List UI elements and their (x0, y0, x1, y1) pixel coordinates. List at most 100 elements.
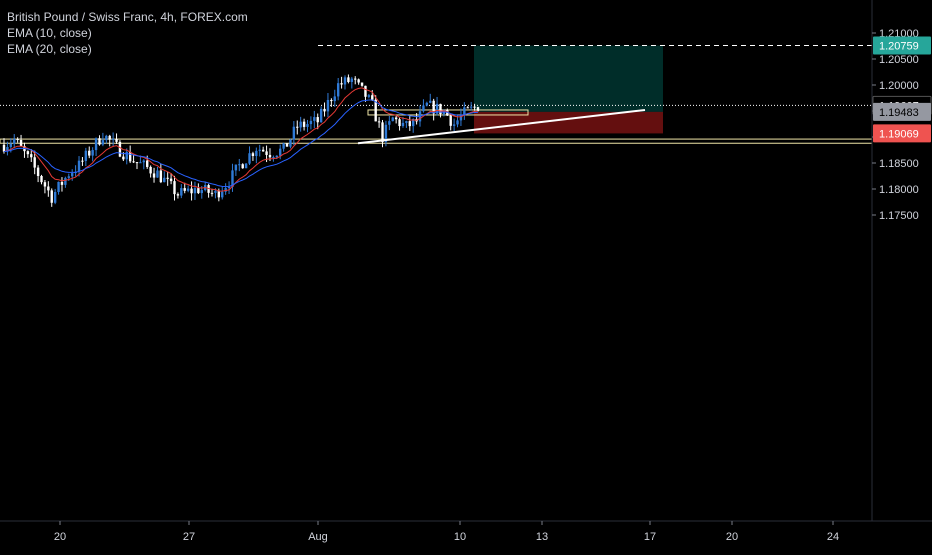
candle[interactable] (169, 178, 173, 182)
candle[interactable] (367, 95, 371, 97)
candle[interactable] (336, 83, 340, 97)
candle[interactable] (81, 160, 84, 162)
ema20-line[interactable] (3, 99, 479, 188)
ema20-legend[interactable]: EMA (20, close) (7, 42, 92, 56)
candle[interactable] (449, 115, 452, 126)
stop-price-badge[interactable] (873, 124, 931, 143)
candle[interactable] (469, 106, 473, 108)
candle[interactable] (91, 150, 94, 156)
candle[interactable] (214, 190, 217, 193)
candle[interactable] (357, 79, 360, 83)
candle[interactable] (412, 119, 415, 127)
candle[interactable] (422, 105, 425, 112)
candle[interactable] (30, 154, 33, 158)
candle[interactable] (429, 100, 432, 103)
candle[interactable] (347, 77, 350, 82)
candle[interactable] (53, 192, 57, 203)
candle[interactable] (19, 139, 23, 147)
candle[interactable] (282, 143, 285, 149)
candle[interactable] (193, 188, 197, 194)
candle[interactable] (446, 110, 449, 116)
candle[interactable] (306, 124, 309, 127)
entry-price-badge[interactable] (873, 102, 931, 121)
candle[interactable] (146, 160, 149, 167)
candle[interactable] (88, 150, 91, 156)
candle[interactable] (476, 107, 480, 111)
candle[interactable] (108, 135, 111, 140)
candle[interactable] (261, 149, 265, 152)
candle[interactable] (180, 188, 183, 196)
candle[interactable] (350, 78, 354, 82)
candle[interactable] (221, 191, 224, 198)
candle[interactable] (156, 170, 159, 178)
candle[interactable] (43, 182, 47, 187)
candle[interactable] (186, 188, 190, 191)
candle[interactable] (432, 100, 435, 114)
candle[interactable] (190, 188, 193, 194)
candle[interactable] (285, 143, 289, 147)
candle[interactable] (111, 138, 115, 140)
candle[interactable] (265, 151, 268, 155)
candle[interactable] (319, 108, 323, 123)
candle[interactable] (279, 148, 282, 156)
candle[interactable] (272, 157, 275, 159)
candle[interactable] (425, 102, 429, 106)
candle[interactable] (13, 139, 16, 144)
candle[interactable] (299, 121, 302, 128)
candle[interactable] (77, 160, 81, 172)
candle[interactable] (268, 154, 272, 158)
candle[interactable] (67, 176, 70, 178)
trendline[interactable] (357, 108, 646, 145)
candle[interactable] (354, 78, 357, 80)
candle[interactable] (125, 151, 128, 160)
symbol-title[interactable]: British Pound / Swiss Franc, 4h, FOREX.c… (7, 10, 248, 24)
candle[interactable] (71, 173, 74, 177)
candle[interactable] (224, 188, 227, 192)
candle[interactable] (163, 177, 166, 183)
candle[interactable] (139, 162, 142, 164)
candle[interactable] (217, 190, 221, 198)
candle[interactable] (248, 153, 251, 164)
candle[interactable] (377, 121, 381, 123)
candle[interactable] (456, 120, 459, 125)
candle[interactable] (152, 173, 156, 178)
candle[interactable] (115, 138, 118, 142)
candle[interactable] (435, 103, 439, 114)
candle[interactable] (26, 151, 30, 155)
candle[interactable] (340, 83, 343, 85)
candle[interactable] (197, 188, 200, 194)
candle[interactable] (343, 77, 347, 85)
candle[interactable] (9, 143, 13, 147)
candle[interactable] (374, 99, 377, 122)
candle[interactable] (371, 95, 374, 100)
candle[interactable] (6, 146, 9, 152)
candle[interactable] (405, 121, 408, 123)
target-zone[interactable] (474, 45, 663, 112)
candle[interactable] (159, 170, 163, 183)
candle[interactable] (241, 164, 244, 169)
candle[interactable] (122, 156, 125, 160)
candle[interactable] (40, 175, 43, 183)
candle[interactable] (166, 177, 169, 179)
candle[interactable] (60, 181, 64, 185)
candle[interactable] (57, 181, 60, 193)
candle[interactable] (313, 117, 316, 121)
candle[interactable] (251, 153, 255, 156)
candle[interactable] (94, 138, 98, 151)
candle[interactable] (2, 144, 6, 152)
candle[interactable] (316, 117, 319, 123)
candle[interactable] (439, 103, 442, 115)
candle[interactable] (210, 192, 214, 194)
candle[interactable] (330, 99, 333, 102)
candle[interactable] (408, 121, 411, 127)
candle[interactable] (244, 163, 248, 169)
candle[interactable] (47, 186, 50, 191)
candle[interactable] (473, 106, 476, 108)
candle[interactable] (302, 121, 306, 127)
candle[interactable] (84, 150, 88, 161)
candle[interactable] (459, 115, 463, 121)
candle[interactable] (275, 155, 278, 158)
candle[interactable] (149, 166, 152, 174)
candle[interactable] (101, 140, 105, 145)
candle[interactable] (398, 119, 401, 127)
